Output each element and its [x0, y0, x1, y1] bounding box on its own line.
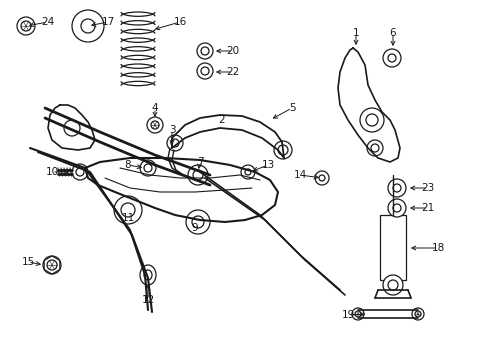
Text: 20: 20 [226, 46, 239, 56]
Circle shape [64, 120, 80, 136]
Circle shape [185, 210, 209, 234]
Circle shape [351, 308, 363, 320]
Circle shape [366, 140, 382, 156]
Bar [379, 215, 405, 280]
Text: 19: 19 [341, 310, 354, 320]
Text: 6: 6 [389, 28, 395, 38]
Text: 2: 2 [218, 115, 225, 125]
Text: 10: 10 [45, 167, 59, 177]
Ellipse shape [140, 265, 156, 285]
Circle shape [387, 179, 405, 197]
Text: 13: 13 [261, 160, 274, 170]
Circle shape [167, 135, 183, 151]
Text: 16: 16 [173, 17, 186, 27]
Circle shape [140, 160, 156, 176]
Circle shape [17, 17, 35, 35]
Text: 3: 3 [168, 125, 175, 135]
Circle shape [359, 108, 383, 132]
Text: 12: 12 [141, 295, 154, 305]
Text: 1: 1 [352, 28, 359, 38]
Text: 23: 23 [421, 183, 434, 193]
Circle shape [411, 308, 423, 320]
Text: 17: 17 [101, 17, 114, 27]
Circle shape [43, 256, 61, 274]
Circle shape [382, 49, 400, 67]
Text: 7: 7 [196, 157, 203, 167]
Circle shape [114, 196, 142, 224]
Circle shape [72, 10, 104, 42]
Text: 9: 9 [191, 223, 198, 233]
Text: 22: 22 [226, 67, 239, 77]
Circle shape [72, 164, 88, 180]
Circle shape [387, 199, 405, 217]
Circle shape [187, 165, 207, 185]
Text: 11: 11 [121, 213, 134, 223]
Circle shape [147, 117, 163, 133]
Circle shape [241, 165, 254, 179]
Text: 15: 15 [21, 257, 35, 267]
Circle shape [314, 171, 328, 185]
Circle shape [273, 141, 291, 159]
Text: 24: 24 [41, 17, 55, 27]
Text: 8: 8 [124, 160, 131, 170]
Circle shape [382, 275, 402, 295]
Text: 21: 21 [421, 203, 434, 213]
Text: 18: 18 [430, 243, 444, 253]
Text: 14: 14 [293, 170, 306, 180]
Circle shape [197, 63, 213, 79]
Text: 4: 4 [151, 103, 158, 113]
Circle shape [197, 43, 213, 59]
Text: 5: 5 [288, 103, 295, 113]
